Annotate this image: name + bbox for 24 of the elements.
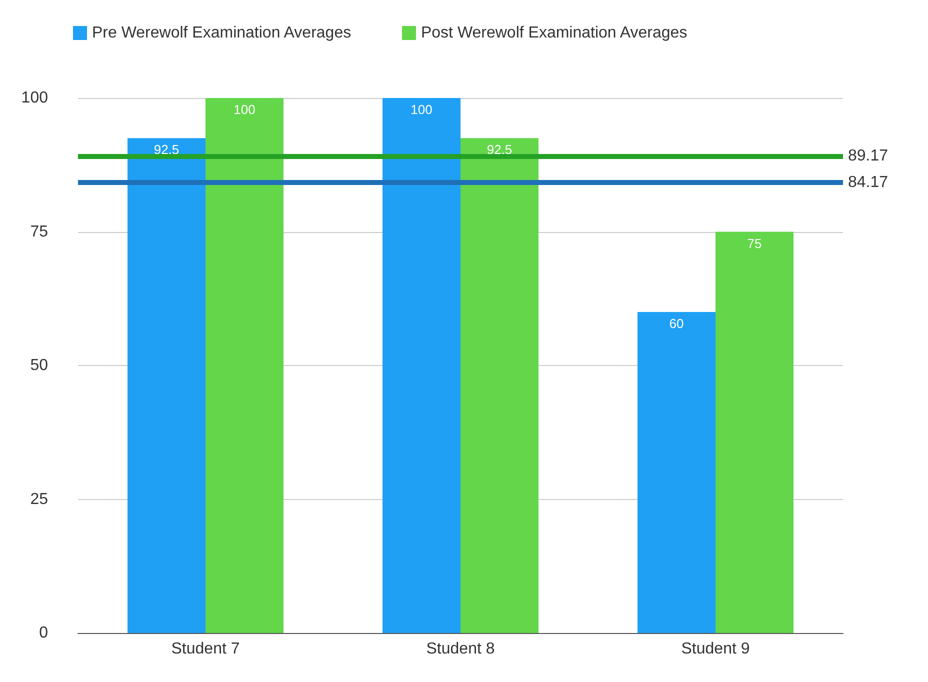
data-label: 75 [747, 236, 762, 251]
bar [128, 138, 206, 633]
legend-label: Pre Werewolf Examination Averages [92, 24, 352, 42]
x-tick-label: Student 7 [171, 640, 240, 658]
bar [206, 98, 284, 633]
x-tick-label: Student 9 [681, 640, 750, 658]
data-label: 60 [669, 316, 684, 331]
data-label: 92.5 [486, 142, 512, 158]
data-label: 92.5 [154, 142, 180, 158]
y-tick-label: 25 [30, 490, 48, 508]
data-label: 100 [234, 102, 256, 117]
ref-line-label: 84.17 [848, 174, 888, 192]
legend-label: Post Werewolf Examination Averages [420, 24, 688, 42]
y-tick-label: 75 [30, 223, 48, 240]
y-tick-label: 0 [39, 624, 48, 642]
bar [638, 312, 716, 633]
y-tick-label: 50 [30, 357, 48, 374]
bar [382, 98, 460, 633]
bar [716, 232, 794, 633]
y-tick-label: 100 [21, 90, 48, 106]
bar [460, 138, 538, 633]
data-label: 100 [410, 102, 432, 117]
ref-line-label: 89.17 [848, 147, 888, 164]
x-tick-label: Student 8 [426, 640, 495, 658]
